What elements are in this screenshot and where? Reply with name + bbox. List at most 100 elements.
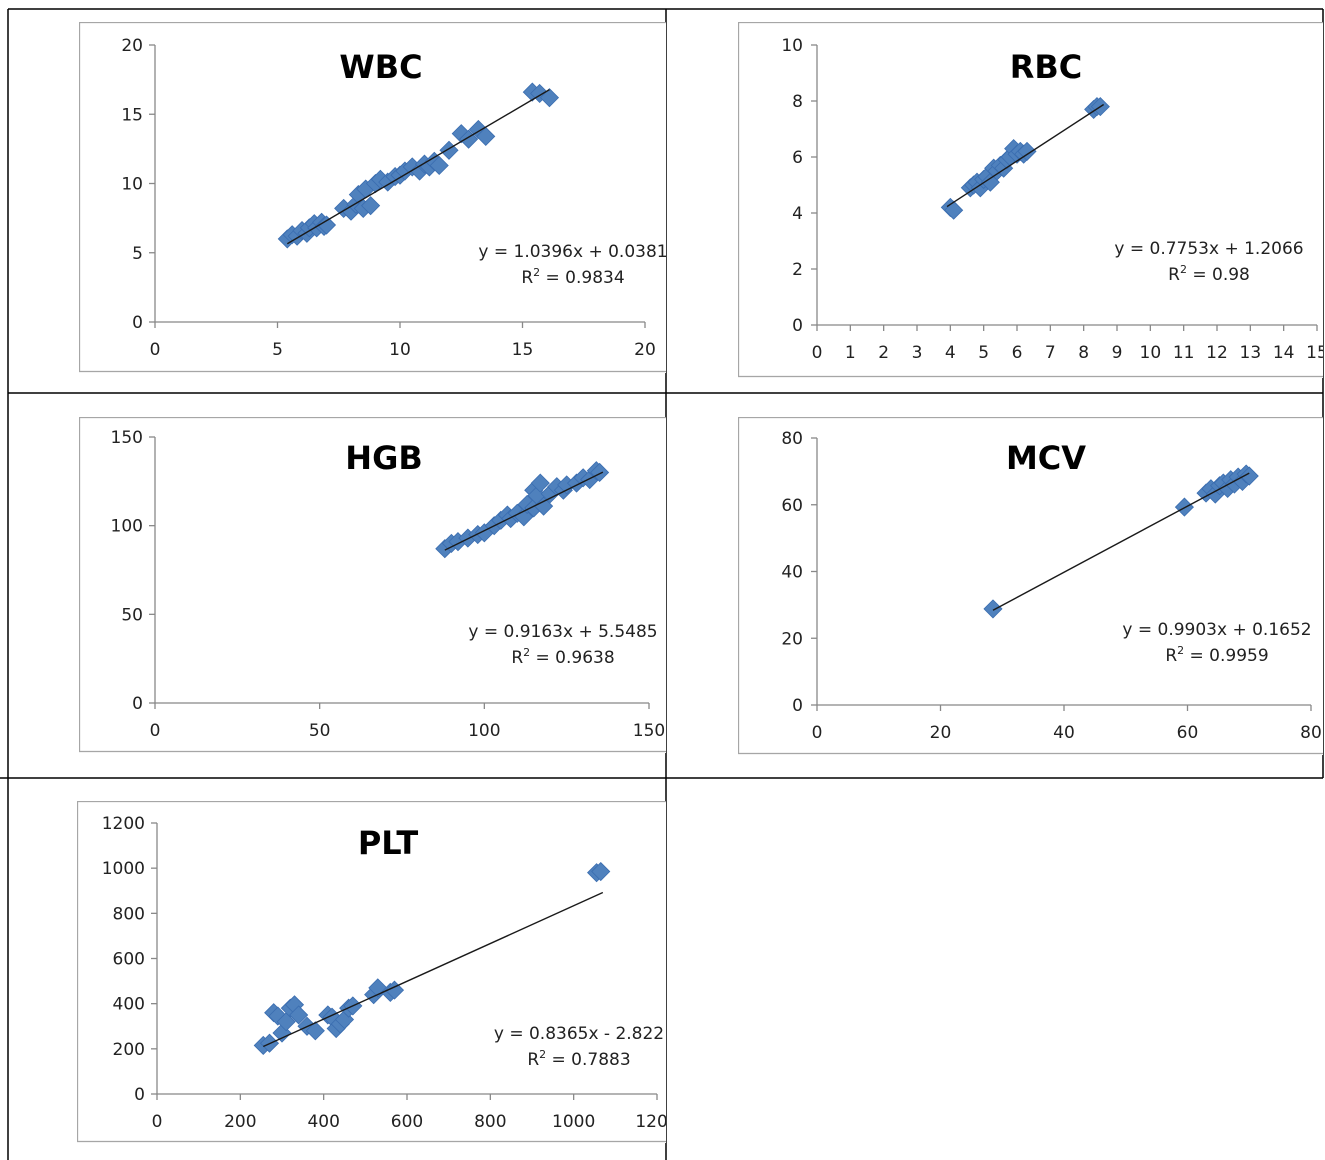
y-tick-label: 2 (792, 260, 803, 280)
x-tick-label: 60 (1177, 723, 1199, 743)
data-point (276, 1012, 296, 1032)
data-point (429, 155, 449, 176)
chart-title: MCV (1006, 439, 1086, 477)
x-tick-label: 15 (1306, 343, 1323, 363)
x-tick-label: 10 (1140, 343, 1162, 363)
x-tick-label: 15 (512, 340, 534, 360)
chart-canvas: 0 200 400 600 800 1000 1200 0 200 400 600 800 1000 12… (77, 801, 666, 1143)
x-tick-label: 1 (845, 343, 856, 363)
chart-title: WBC (339, 48, 422, 86)
x-tick-label: 600 (391, 1112, 423, 1132)
trendline-equation: y = 0.9163x + 5.5485 (468, 622, 657, 642)
data-point (305, 1021, 325, 1041)
x-tick-label: 0 (150, 340, 161, 360)
x-tick-label: 200 (224, 1112, 256, 1132)
r-squared-label: R2 = 0.98 (1168, 263, 1250, 285)
r-squared-label: R2 = 0.9834 (521, 266, 624, 288)
y-tick-label: 0 (792, 696, 803, 716)
chart-canvas: 0 20 40 60 80 0 20 40 60 80 MCV y = 0.9903x + 0.165… (738, 417, 1323, 755)
x-tick-label: 7 (1045, 343, 1056, 363)
r-squared-label: R2 = 0.9638 (511, 646, 614, 668)
x-tick-label: 20 (634, 340, 656, 360)
data-point (534, 496, 554, 516)
y-tick-label: 0 (132, 313, 143, 333)
chart-title: HGB (345, 439, 422, 477)
r-squared-label: R2 = 0.9959 (1165, 644, 1268, 666)
chart-border (738, 417, 1323, 755)
x-tick-label: 800 (474, 1112, 506, 1132)
y-tick-label: 5 (132, 244, 143, 264)
x-tick-label: 6 (1012, 343, 1023, 363)
x-tick-label: 100 (468, 721, 500, 741)
x-tick-label: 1000 (552, 1112, 595, 1132)
data-point (476, 126, 496, 146)
trendline (444, 471, 604, 551)
y-tick-label: 800 (113, 904, 145, 924)
trendline-equation: y = 0.8365x - 2.822 (494, 1024, 664, 1044)
trendline (286, 89, 550, 245)
x-tick-label: 4 (945, 343, 956, 363)
y-tick-label: 4 (792, 204, 803, 224)
y-tick-label: 15 (121, 105, 143, 125)
x-tick-label: 40 (1053, 723, 1075, 743)
trendline (946, 103, 1105, 208)
data-point (591, 861, 611, 882)
y-tick-label: 0 (134, 1085, 145, 1105)
y-tick-label: 200 (113, 1040, 145, 1060)
r-squared-label: R2 = 0.7883 (527, 1048, 630, 1070)
y-tick-label: 10 (121, 175, 143, 195)
x-tick-label: 11 (1173, 343, 1195, 363)
x-tick-label: 13 (1240, 343, 1262, 363)
x-tick-label: 10 (389, 340, 411, 360)
x-tick-label: 5 (272, 340, 283, 360)
data-point (539, 88, 560, 108)
chart-border (79, 22, 666, 373)
x-tick-label: 1200 (635, 1112, 666, 1132)
data-point (1239, 466, 1259, 486)
chart-canvas: 0 5 10 15 20 0 5 10 15 20 WBC y = 1.0396x + 0.0381 R… (79, 22, 666, 373)
x-tick-label: 2 (878, 343, 889, 363)
y-tick-label: 20 (121, 36, 143, 56)
data-point (439, 140, 459, 160)
x-tick-label: 20 (930, 723, 952, 743)
data-point (983, 599, 1003, 619)
y-tick-label: 80 (781, 429, 803, 449)
data-point (289, 1005, 309, 1025)
trendline (992, 472, 1250, 611)
x-tick-label: 14 (1273, 343, 1295, 363)
data-point (316, 215, 337, 235)
x-tick-label: 0 (812, 343, 823, 363)
x-tick-label: 8 (1078, 343, 1089, 363)
plt-chart: 0 200 400 600 800 1000 1200 0 200 400 600 800 1000 12… (77, 801, 666, 1143)
chart-border (738, 22, 1323, 378)
x-tick-label: 0 (812, 723, 823, 743)
x-tick-label: 3 (912, 343, 923, 363)
y-tick-label: 0 (132, 694, 143, 714)
x-tick-label: 5 (978, 343, 989, 363)
trendline-equation: y = 0.9903x + 0.1652 (1122, 620, 1311, 640)
data-point (1017, 141, 1037, 161)
y-tick-label: 100 (111, 517, 143, 537)
y-tick-label: 20 (781, 629, 803, 649)
x-tick-label: 0 (150, 721, 161, 741)
data-point (361, 196, 381, 216)
trendline-equation: y = 1.0396x + 0.0381 (478, 242, 666, 262)
data-point (590, 462, 610, 483)
trendline-equation: y = 0.7753x + 1.2066 (1114, 239, 1303, 259)
x-tick-label: 400 (307, 1112, 339, 1132)
wbc-chart: 0 5 10 15 20 0 5 10 15 20 WBC y = 1.0396x + 0.0381 R… (79, 22, 666, 373)
x-tick-label: 80 (1300, 723, 1322, 743)
y-tick-label: 40 (781, 563, 803, 583)
chart-title: RBC (1010, 48, 1083, 86)
y-tick-label: 50 (121, 605, 143, 625)
chart-border (79, 417, 666, 753)
y-tick-label: 10 (781, 36, 803, 56)
y-tick-label: 0 (792, 316, 803, 336)
y-tick-label: 8 (792, 92, 803, 112)
chart-title: PLT (358, 824, 419, 862)
x-tick-label: 0 (152, 1112, 163, 1132)
y-tick-label: 1200 (102, 814, 145, 834)
data-point (530, 473, 550, 493)
mcv-chart: 0 20 40 60 80 0 20 40 60 80 MCV y = 0.9903x + 0.165… (738, 417, 1323, 755)
